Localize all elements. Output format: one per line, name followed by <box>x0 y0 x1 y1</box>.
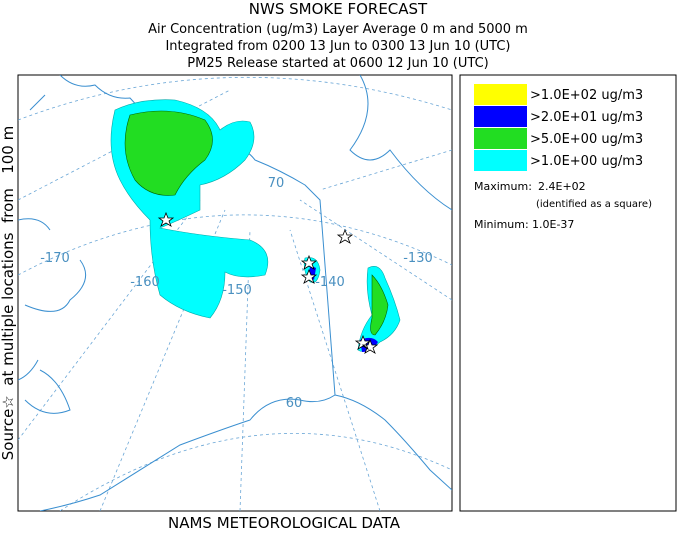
source-star <box>157 211 175 227</box>
maximum-value: 2.4E+02 <box>538 180 586 193</box>
title: NWS SMOKE FORECAST <box>249 0 428 18</box>
legend-swatch <box>474 128 527 149</box>
source-star <box>300 254 318 284</box>
minimum-value: 1.0E-37 <box>532 218 574 231</box>
source-star <box>336 228 354 244</box>
legend-label: >2.0E+01 ug/m3 <box>530 110 643 125</box>
plume <box>124 110 213 196</box>
coastline <box>18 218 51 381</box>
legend-swatch <box>474 150 527 171</box>
map-label: 60 <box>286 396 303 411</box>
subtitle: PM25 Release started at 0600 12 Jun 10 (… <box>187 56 488 71</box>
map-label: -130 <box>403 251 433 266</box>
grid <box>18 89 452 511</box>
map-label: -160 <box>130 275 160 290</box>
map: -170 -160 -150 -140 -130 70 60 <box>17 74 453 512</box>
legend-label: >5.0E+00 ug/m3 <box>530 132 643 147</box>
footer: NAMS METEOROLOGICAL DATA <box>168 514 401 532</box>
legend-label: >1.0E+02 ug/m3 <box>530 88 643 103</box>
legend: Maximum: 2.4E+02 (identified as a square… <box>459 74 677 512</box>
subtitle: Integrated from 0200 13 Jun to 0300 13 J… <box>165 39 510 54</box>
grid <box>18 76 452 121</box>
maximum-label: Maximum: <box>474 180 532 193</box>
map-label: -170 <box>40 251 70 266</box>
map-label: -140 <box>315 275 345 290</box>
legend-label: >1.0E+00 ug/m3 <box>530 154 643 169</box>
subtitle: Air Concentration (ug/m3) Layer Average … <box>148 22 528 37</box>
map-label: -150 <box>222 283 252 298</box>
grid <box>59 433 452 511</box>
legend-swatch <box>474 84 527 105</box>
maximum-note: (identified as a square) <box>536 199 652 210</box>
legend-swatch <box>474 106 527 127</box>
map-label: 70 <box>268 176 285 191</box>
side-label: Source☆ at multiple locations from 100 m <box>0 126 17 460</box>
coastline <box>349 75 452 211</box>
minimum-label: Minimum: <box>474 218 529 231</box>
plume <box>370 274 389 336</box>
source-star <box>354 334 379 354</box>
